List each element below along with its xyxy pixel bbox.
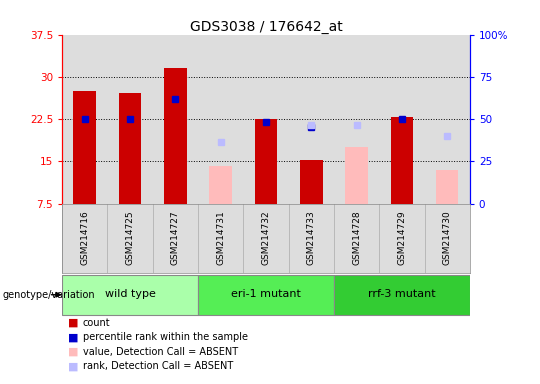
Text: GSM214733: GSM214733: [307, 211, 316, 265]
Text: count: count: [83, 318, 110, 328]
Text: genotype/variation: genotype/variation: [3, 290, 96, 300]
Text: ■: ■: [68, 318, 78, 328]
Bar: [255, 119, 277, 204]
Text: GSM214732: GSM214732: [261, 211, 271, 265]
Text: value, Detection Call = ABSENT: value, Detection Call = ABSENT: [83, 347, 238, 357]
Text: GSM214727: GSM214727: [171, 211, 180, 265]
Text: rank, Detection Call = ABSENT: rank, Detection Call = ABSENT: [83, 361, 233, 371]
Text: eri-1 mutant: eri-1 mutant: [231, 289, 301, 299]
Text: ■: ■: [68, 347, 78, 357]
Bar: [390, 118, 413, 204]
Text: GSM214728: GSM214728: [352, 211, 361, 265]
Bar: [300, 160, 322, 204]
Text: GSM214731: GSM214731: [216, 211, 225, 265]
Text: GSM214725: GSM214725: [126, 211, 134, 265]
Bar: [345, 147, 368, 204]
Text: GSM214729: GSM214729: [397, 211, 406, 265]
Bar: [198, 275, 334, 314]
Text: GSM214716: GSM214716: [80, 211, 89, 265]
Title: GDS3038 / 176642_at: GDS3038 / 176642_at: [190, 20, 342, 33]
Bar: [334, 275, 470, 314]
Text: rrf-3 mutant: rrf-3 mutant: [368, 289, 436, 299]
Bar: [436, 170, 458, 204]
Text: ■: ■: [68, 361, 78, 371]
Bar: [210, 166, 232, 204]
Text: ■: ■: [68, 332, 78, 342]
Bar: [73, 91, 96, 204]
Bar: [164, 68, 187, 204]
Bar: [119, 93, 141, 204]
Text: percentile rank within the sample: percentile rank within the sample: [83, 332, 248, 342]
Text: GSM214730: GSM214730: [443, 211, 451, 265]
Text: wild type: wild type: [105, 289, 156, 299]
Bar: [62, 275, 198, 314]
